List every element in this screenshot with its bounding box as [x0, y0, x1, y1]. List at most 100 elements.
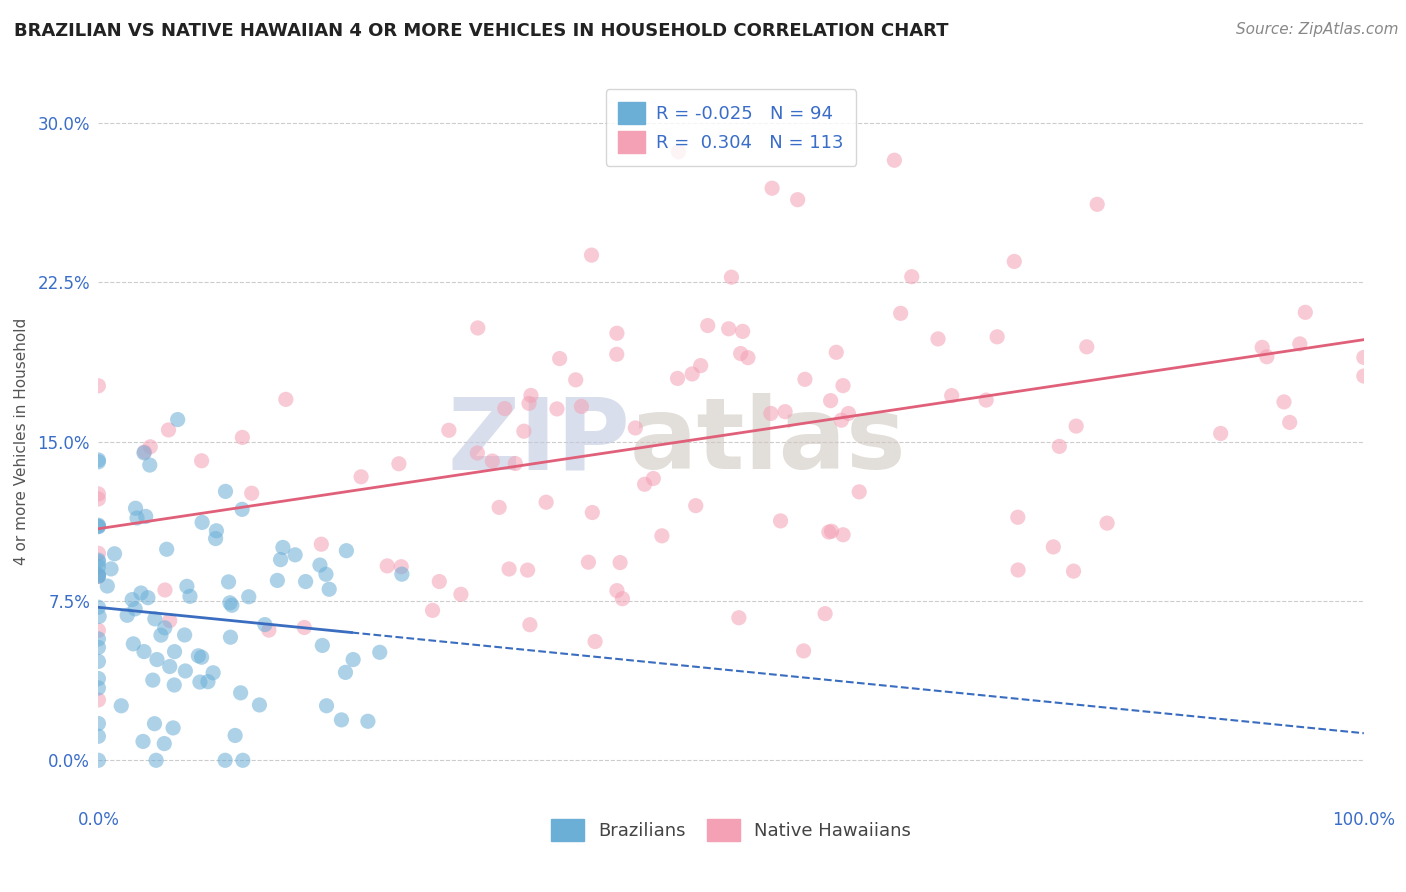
Point — [391, 567, 413, 582]
Point — [769, 514, 792, 528]
Point — [759, 407, 782, 421]
Point — [609, 556, 631, 570]
Point — [342, 652, 364, 666]
Point — [139, 440, 162, 454]
Point — [87, 681, 110, 695]
Point — [1256, 350, 1278, 364]
Point — [773, 405, 796, 419]
Point — [134, 445, 156, 459]
Point — [219, 630, 242, 644]
Point — [830, 413, 852, 427]
Point — [224, 728, 246, 742]
Point — [534, 495, 557, 509]
Point — [132, 446, 155, 460]
Point — [266, 574, 288, 588]
Point — [153, 582, 176, 597]
Point — [315, 567, 337, 582]
Point — [1002, 254, 1025, 268]
Point — [450, 587, 472, 601]
Point — [309, 558, 332, 572]
Point — [156, 542, 179, 557]
Point — [437, 423, 460, 437]
Point — [231, 502, 253, 516]
Point — [87, 693, 110, 707]
Point — [820, 524, 842, 539]
Point — [720, 270, 742, 285]
Point — [87, 553, 110, 567]
Point — [807, 10, 830, 24]
Point — [87, 455, 110, 469]
Point — [814, 607, 837, 621]
Point — [162, 721, 184, 735]
Point — [87, 569, 110, 583]
Point — [270, 552, 292, 566]
Point — [583, 634, 606, 648]
Point — [1047, 439, 1070, 453]
Point — [87, 753, 110, 767]
Point — [681, 367, 703, 381]
Point — [87, 453, 110, 467]
Point — [513, 424, 536, 438]
Point — [129, 586, 152, 600]
Point — [249, 698, 271, 712]
Point — [941, 388, 963, 402]
Point — [900, 269, 922, 284]
Point — [1076, 340, 1098, 354]
Point — [1272, 395, 1295, 409]
Point — [202, 665, 225, 680]
Point — [548, 351, 571, 366]
Point — [668, 145, 690, 159]
Point — [274, 392, 297, 407]
Point — [87, 569, 110, 583]
Point — [335, 543, 357, 558]
Point — [1288, 337, 1310, 351]
Point — [87, 487, 110, 501]
Text: ZIP: ZIP — [447, 393, 630, 490]
Point — [488, 500, 510, 515]
Point — [87, 519, 110, 533]
Point — [517, 396, 540, 410]
Text: Source: ZipAtlas.com: Source: ZipAtlas.com — [1236, 22, 1399, 37]
Point — [564, 373, 586, 387]
Point — [257, 623, 280, 637]
Point — [87, 640, 110, 655]
Point — [793, 644, 815, 658]
Point — [271, 541, 294, 555]
Point — [139, 458, 162, 472]
Point — [124, 602, 146, 616]
Point — [240, 486, 263, 500]
Point — [494, 401, 516, 416]
Point — [190, 650, 212, 665]
Point — [890, 306, 912, 320]
Point — [832, 378, 855, 392]
Point — [481, 454, 503, 468]
Point — [643, 471, 665, 485]
Point — [284, 548, 307, 562]
Point — [1042, 540, 1064, 554]
Point — [883, 153, 905, 168]
Point — [87, 672, 110, 686]
Y-axis label: 4 or more Vehicles in Household: 4 or more Vehicles in Household — [14, 318, 30, 566]
Point — [174, 664, 197, 678]
Point — [87, 716, 110, 731]
Point — [350, 470, 373, 484]
Point — [612, 591, 634, 606]
Point — [87, 569, 110, 583]
Point — [519, 617, 541, 632]
Point — [121, 592, 143, 607]
Point — [520, 388, 543, 402]
Point — [651, 529, 673, 543]
Point — [253, 617, 276, 632]
Point — [467, 446, 489, 460]
Point — [498, 562, 520, 576]
Point — [581, 248, 603, 262]
Point — [87, 555, 110, 569]
Point — [1353, 351, 1375, 365]
Point — [143, 612, 166, 626]
Point — [190, 454, 212, 468]
Point — [89, 609, 111, 624]
Point — [87, 729, 110, 743]
Point — [232, 753, 254, 767]
Point — [516, 563, 538, 577]
Point — [422, 603, 444, 617]
